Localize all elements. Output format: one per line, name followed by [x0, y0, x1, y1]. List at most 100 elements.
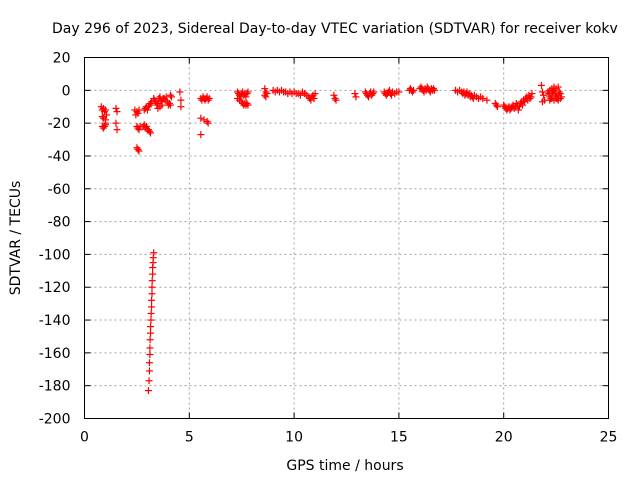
axis-ticks: 0 5 10 15 20 25 20 0 -20 -40 -60 -80 -100 -120 -140 -16… [39, 51, 618, 446]
plot-frame [84, 57, 609, 419]
data-point [521, 98, 529, 106]
data-point [204, 119, 212, 127]
y-tick-label: -80 [48, 215, 71, 231]
data-point [395, 88, 403, 96]
y-axis-label: SDTVAR / TECUs [8, 181, 24, 296]
data-point [100, 122, 108, 130]
y-tick-label: -120 [39, 280, 71, 296]
data-point [527, 93, 535, 101]
y-tick-label: -40 [48, 149, 71, 165]
data-point [151, 96, 159, 104]
data-point [385, 86, 393, 94]
data-point [145, 367, 153, 375]
data-point [103, 111, 111, 119]
y-tick-label: -140 [39, 313, 71, 329]
data-point [147, 316, 155, 324]
data-point [557, 93, 565, 101]
data-point [134, 145, 142, 153]
data-point [144, 387, 152, 395]
data-point [148, 277, 156, 285]
data-point [515, 103, 523, 111]
data-point [514, 106, 522, 114]
data-point [537, 81, 545, 89]
data-point [197, 131, 205, 139]
data-point [148, 296, 156, 304]
y-tick-label: -100 [39, 247, 71, 263]
data-point [388, 91, 396, 99]
data-point [331, 95, 339, 103]
data-point [150, 249, 158, 257]
data-point [310, 95, 318, 103]
data-point [112, 119, 120, 127]
data-point [261, 85, 269, 93]
data-point [528, 90, 536, 98]
data-point [244, 88, 252, 96]
y-tick-label: 20 [53, 51, 71, 67]
data-point [429, 85, 437, 93]
data-point [101, 106, 109, 114]
y-tick-label: 0 [62, 83, 71, 99]
data-point [352, 93, 360, 101]
data-point [146, 351, 154, 359]
data-point [148, 283, 156, 291]
data-point [479, 95, 487, 103]
data-point [244, 101, 252, 109]
data-point [555, 88, 563, 96]
data-point [135, 147, 143, 155]
data-point [146, 344, 154, 352]
data-point [243, 90, 251, 98]
data-point [177, 96, 185, 104]
data-point [149, 270, 157, 278]
data-point [113, 108, 121, 116]
data-point [148, 303, 156, 311]
data-point [146, 336, 154, 344]
grid-lines [84, 57, 609, 419]
data-point [365, 93, 373, 101]
data-point [167, 93, 175, 101]
data-point [545, 90, 553, 98]
x-axis-label: GPS time / hours [286, 458, 403, 474]
data-point [148, 290, 156, 298]
data-point [262, 93, 270, 101]
x-tick-label: 20 [495, 430, 513, 446]
data-point [176, 88, 184, 96]
data-point [200, 116, 208, 124]
data-point [145, 359, 153, 367]
x-tick-label: 5 [185, 430, 194, 446]
chart-title: Day 296 of 2023, Sidereal Day-to-day VTE… [52, 21, 618, 37]
data-point [538, 98, 546, 106]
y-tick-label: -20 [48, 116, 71, 132]
y-tick-label: -60 [48, 182, 71, 198]
data-point [112, 104, 120, 112]
data-point [332, 96, 340, 104]
data-point [147, 323, 155, 331]
data-point [166, 101, 174, 109]
data-point [510, 104, 518, 112]
data-point [205, 95, 213, 103]
data-point [330, 91, 338, 99]
data-point [147, 129, 155, 137]
data-point [554, 83, 562, 91]
data-point [158, 101, 166, 109]
data-point [242, 93, 250, 101]
data-point [493, 103, 501, 111]
data-point [113, 126, 121, 134]
data-point [147, 99, 155, 107]
y-tick-label: -180 [39, 379, 71, 395]
x-tick-label: 10 [285, 430, 303, 446]
x-tick-label: 15 [390, 430, 408, 446]
x-tick-label: 0 [80, 430, 89, 446]
data-point [410, 86, 418, 94]
data-point [143, 106, 151, 114]
y-tick-label: -200 [39, 412, 71, 428]
data-point [166, 91, 174, 99]
data-point [483, 96, 491, 104]
data-point [132, 111, 140, 119]
data-point [409, 88, 417, 96]
data-point [145, 377, 153, 385]
data-point [147, 329, 155, 337]
data-point [156, 93, 164, 101]
data-point [307, 96, 315, 104]
